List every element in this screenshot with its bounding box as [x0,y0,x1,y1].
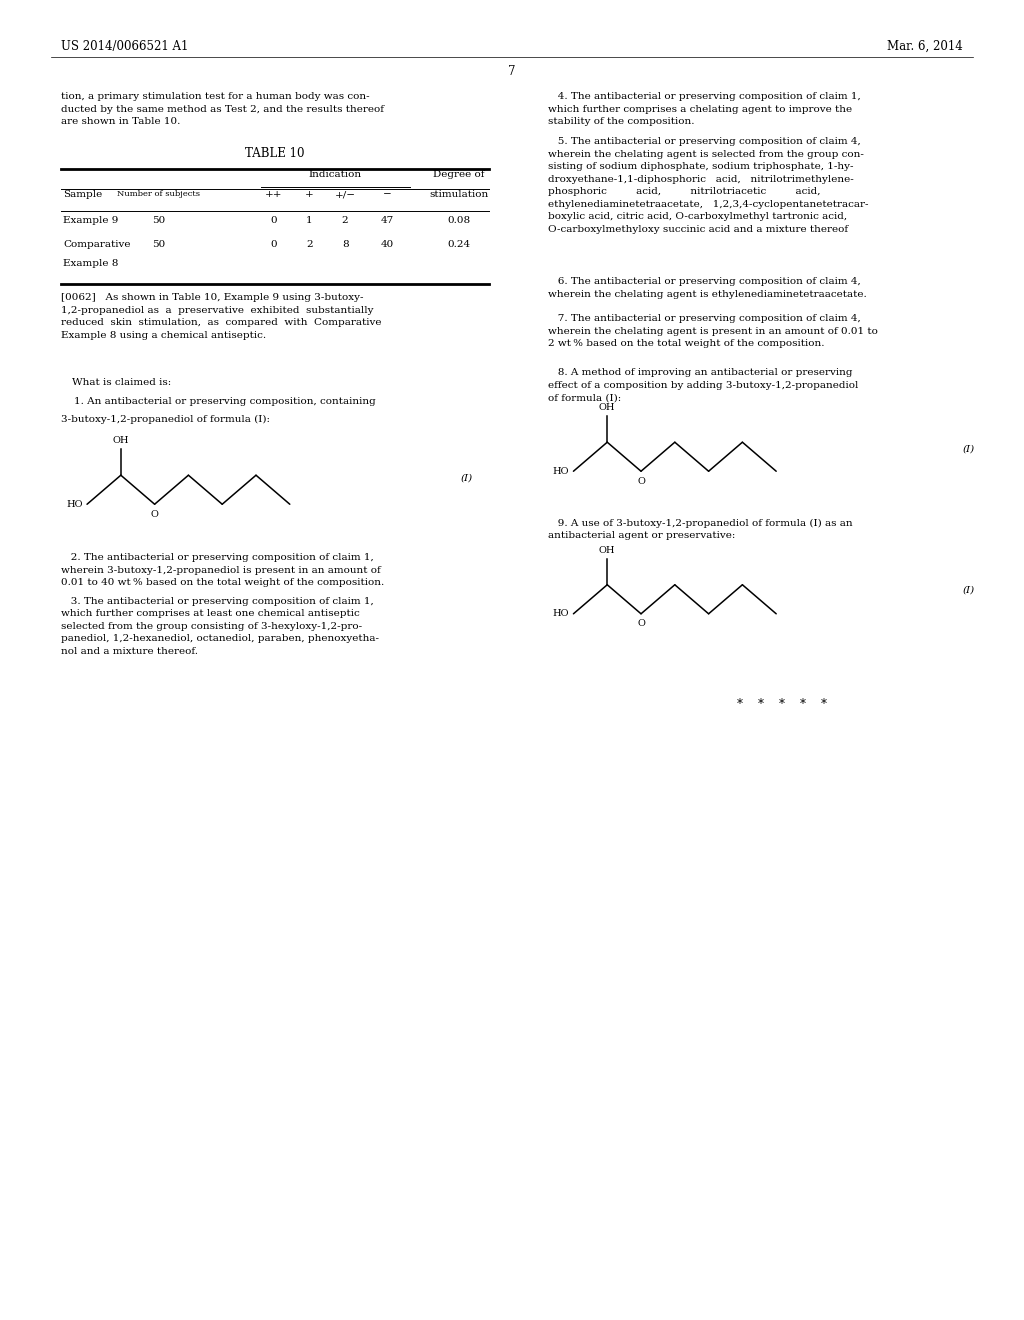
Text: −: − [383,190,391,199]
Text: 8. A method of improving an antibacterial or preserving
effect of a composition : 8. A method of improving an antibacteria… [548,368,858,403]
Text: 2: 2 [306,240,312,249]
Text: 47: 47 [381,216,393,226]
Text: [0062]   As shown in Table 10, Example 9 using 3-butoxy-
1,2-propanediol as  a  : [0062] As shown in Table 10, Example 9 u… [61,293,382,339]
Text: 0.08: 0.08 [447,216,470,226]
Text: HO: HO [553,610,569,618]
Text: Degree of: Degree of [433,170,484,180]
Text: 1: 1 [306,216,312,226]
Text: Indication: Indication [309,170,361,180]
Text: 2. The antibacterial or preserving composition of claim ​1,
wherein 3-butoxy-1,2: 2. The antibacterial or preserving compo… [61,553,385,587]
Text: ++: ++ [264,190,283,199]
Text: Comparative: Comparative [63,240,131,249]
Text: 4. The antibacterial or preserving composition of claim ​1,
which further compri: 4. The antibacterial or preserving compo… [548,92,860,127]
Text: (I): (I) [461,474,473,482]
Text: O: O [637,619,645,628]
Text: O: O [637,477,645,486]
Text: stimulation: stimulation [429,190,488,199]
Text: 50: 50 [153,216,165,226]
Text: Mar. 6, 2014: Mar. 6, 2014 [887,40,963,53]
Text: 3-butoxy-1,2-propanediol of formula (I):: 3-butoxy-1,2-propanediol of formula (I): [61,414,270,424]
Text: O: O [151,510,159,519]
Text: 8: 8 [342,240,348,249]
Text: 1. An antibacterial or preserving composition, containing: 1. An antibacterial or preserving compos… [61,397,376,407]
Text: HO: HO [553,467,569,475]
Text: 0: 0 [270,240,276,249]
Text: 40: 40 [381,240,393,249]
Text: Example 9: Example 9 [63,216,119,226]
Text: HO: HO [67,500,83,508]
Text: tion, a primary stimulation test for a human body was con-
ducted by the same me: tion, a primary stimulation test for a h… [61,92,384,127]
Text: What is claimed is:: What is claimed is: [72,378,171,387]
Text: 3. The antibacterial or preserving composition of claim ​1,
which further compri: 3. The antibacterial or preserving compo… [61,597,380,656]
Text: Sample: Sample [63,190,102,199]
Text: 0: 0 [270,216,276,226]
Text: OH: OH [599,545,615,554]
Text: 0.24: 0.24 [447,240,470,249]
Text: Example 8: Example 8 [63,259,119,268]
Text: (I): (I) [963,445,975,453]
Text: +: + [305,190,313,199]
Text: 6. The antibacterial or preserving composition of claim ​4,
wherein the chelatin: 6. The antibacterial or preserving compo… [548,277,866,298]
Text: 2: 2 [342,216,348,226]
Text: OH: OH [113,436,129,445]
Text: OH: OH [599,403,615,412]
Text: 50: 50 [153,240,165,249]
Text: (I): (I) [963,586,975,594]
Text: 7: 7 [508,65,516,78]
Text: 7. The antibacterial or preserving composition of claim ​4,
wherein the chelatin: 7. The antibacterial or preserving compo… [548,314,878,348]
Text: 5. The antibacterial or preserving composition of claim ​4,
wherein the chelatin: 5. The antibacterial or preserving compo… [548,137,868,234]
Text: *    *    *    *    *: * * * * * [737,698,827,711]
Text: 9. A use of 3-butoxy-1,2-propanediol of formula (I) as an
antibacterial agent or: 9. A use of 3-butoxy-1,2-propanediol of … [548,519,852,540]
Text: US 2014/0066521 A1: US 2014/0066521 A1 [61,40,188,53]
Text: Number of subjects: Number of subjects [117,190,201,198]
Text: +/−: +/− [335,190,355,199]
Text: TABLE 10: TABLE 10 [245,147,304,160]
